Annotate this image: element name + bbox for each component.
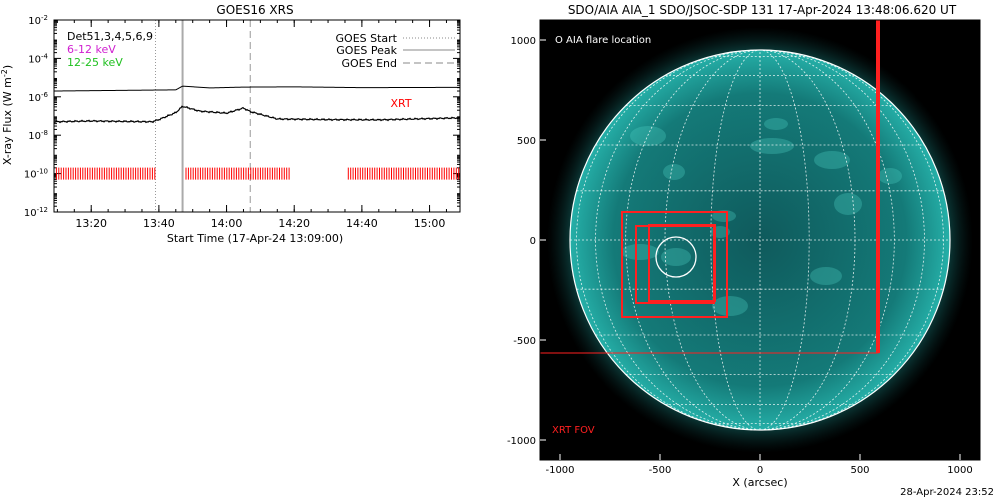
active-region-glow (630, 126, 666, 146)
aia-xtick-label: -500 (649, 465, 672, 476)
legend-goes-end: GOES End (341, 57, 397, 70)
solar-limb (569, 49, 951, 431)
active-region-glow (663, 164, 685, 180)
active-region-glow (712, 296, 748, 316)
xrt-pointing-box (648, 224, 716, 302)
aia-xtick-label: 500 (850, 465, 869, 476)
goes-xlabel: Start Time (17-Apr-24 13:09:00) (167, 232, 343, 245)
goes-xtick-label: 13:40 (143, 217, 175, 230)
active-region-glow (810, 267, 842, 285)
longitude-gridline (664, 49, 761, 431)
aia-ytick-label: 0 (530, 236, 536, 247)
legend-12-25kev: 12-25 keV (67, 56, 123, 69)
goes-xrs-chart: GOES16 XRS Start Time (17-Apr-24 13:09:0… (0, 3, 461, 245)
active-region-glow (814, 151, 850, 169)
goes-ylabel: X-ray Flux (W m-2) (0, 65, 14, 165)
goes-series-line (53, 85, 460, 92)
goes-ytick-label: 10-4 (28, 52, 48, 65)
goes-ytick-label: 10-12 (24, 206, 48, 219)
aia-ytick-label: 1000 (511, 36, 536, 47)
goes-xtick-label: 14:40 (346, 217, 378, 230)
goes-ytick-label: 10-8 (28, 129, 48, 142)
active-region-glow (764, 118, 788, 130)
active-region-glow (834, 193, 862, 215)
goes-ytick-label: 10-2 (28, 14, 48, 27)
active-region-glow (750, 138, 794, 154)
xrt-fov-label: XRT FOV (552, 425, 595, 436)
xrt-pointing-box (621, 211, 728, 318)
legend-6-12kev: 6-12 keV (67, 43, 116, 56)
flare-location-circle (655, 236, 697, 278)
aia-title: SDO/AIA AIA_1 SDO/JSOC-SDP 131 17-Apr-20… (568, 3, 957, 17)
longitude-gridline (710, 49, 761, 431)
longitude-gridline (759, 49, 810, 431)
aia-ytick-label: 500 (517, 136, 536, 147)
aia-xlabel: X (arcsec) (732, 476, 787, 489)
longitude-gridline (576, 49, 761, 431)
legend-detectors: Det51,3,4,5,6,9 (67, 30, 153, 43)
legend-goes-start: GOES Start (336, 32, 398, 45)
legend-goes-peak: GOES Peak (336, 44, 397, 57)
goes-series-line (53, 105, 461, 124)
aia-xtick-label: 1000 (947, 465, 972, 476)
goes-xtick-label: 14:00 (211, 217, 243, 230)
goes-title: GOES16 XRS (216, 3, 293, 17)
longitude-gridline (759, 49, 895, 431)
longitude-gridline (759, 49, 856, 431)
active-region-glow (621, 244, 659, 260)
goes-xtick-label: 13:20 (75, 217, 107, 230)
goes-plot-frame (53, 19, 461, 213)
longitude-gridline (625, 49, 761, 431)
goes-xtick-label: 15:00 (414, 217, 446, 230)
active-region-glow (878, 168, 902, 184)
goes-ytick-label: 10-10 (24, 168, 48, 181)
aia-ytick-label: -1000 (507, 436, 536, 447)
xrt-label: XRT (390, 97, 411, 110)
aia-legend: O AIA flare location (555, 35, 651, 46)
aia-xtick-label: -1000 (545, 465, 574, 476)
aia-image-panel: SDO/AIA AIA_1 SDO/JSOC-SDP 131 17-Apr-20… (507, 3, 981, 489)
longitude-gridline (759, 49, 944, 431)
goes-ytick-label: 10-6 (28, 91, 48, 104)
active-region-glow (661, 248, 691, 266)
timestamp: 28-Apr-2024 23:52 (900, 487, 994, 498)
goes-xtick-label: 14:20 (278, 217, 310, 230)
aia-xtick-label: 0 (757, 465, 763, 476)
aia-ytick-label: -500 (513, 336, 536, 347)
